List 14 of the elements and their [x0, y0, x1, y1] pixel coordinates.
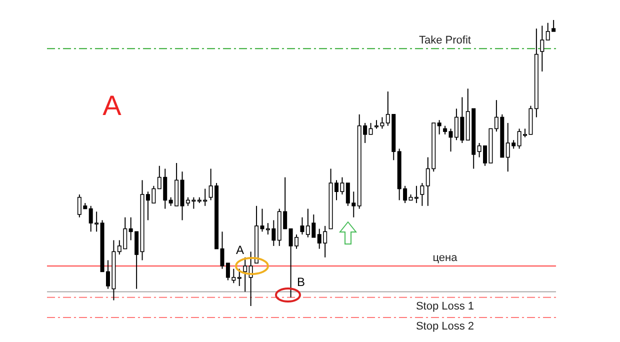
annotation: B — [296, 275, 306, 289]
candlestick — [420, 182, 424, 206]
candlestick — [243, 256, 248, 292]
ref-line-label: Take Profit — [419, 34, 471, 47]
annotation: A — [102, 90, 122, 121]
candlestick — [437, 120, 442, 135]
candlestick — [300, 216, 304, 235]
ref-line-label: Stop Loss 2 — [416, 320, 474, 332]
ref-line-label: цена — [432, 252, 458, 264]
candlestick — [368, 122, 373, 135]
candlestick — [237, 268, 242, 286]
annotation: A — [236, 243, 244, 257]
ref-line-label: Stop Loss 1 — [416, 300, 474, 312]
candlestick — [540, 25, 544, 72]
